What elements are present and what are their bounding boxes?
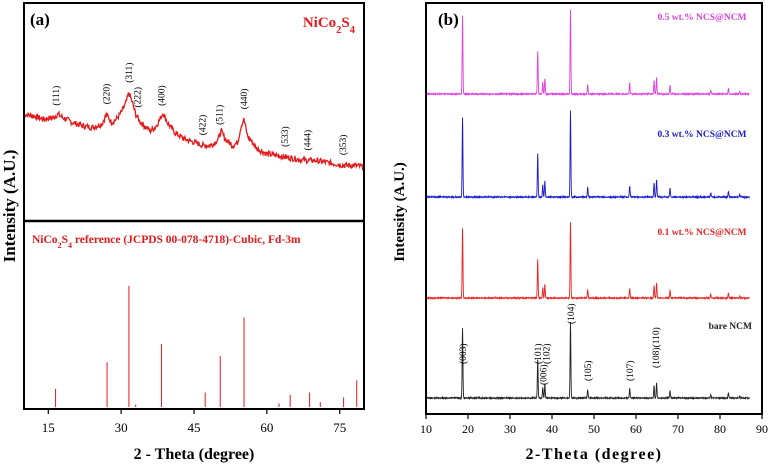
ncs-peak-label: (353) — [338, 135, 349, 156]
panel-a-xticks: 15 30 45 60 75 — [42, 409, 346, 435]
panel-a-tag: (a) — [30, 10, 50, 29]
panel-b-tick-label: 70 — [672, 422, 684, 436]
ncm-peak-label: (105) — [583, 360, 594, 381]
panel-b-tick-label: 50 — [588, 422, 600, 436]
ncs-peak-label: (222) — [133, 87, 144, 108]
ncm-peak-label: (104) — [566, 303, 577, 324]
panel-a-title: NiCo2S4 — [303, 15, 356, 36]
panel-b-tag: (b) — [438, 10, 459, 29]
panel-b-xlabel: 2-Theta (degree) — [526, 446, 663, 463]
panel-b-ylabel: Intensity (A.U.) — [392, 162, 408, 262]
ncs-pattern-line — [23, 91, 365, 171]
panel-b-tick-label: 60 — [630, 422, 642, 436]
ncs-pattern-curve — [23, 91, 365, 171]
panel-b-tick-label: 30 — [504, 422, 516, 436]
ncm-pattern-curves — [425, 9, 750, 401]
panel-a-xlabel: 2 - Theta (degree) — [134, 446, 255, 463]
ncm-pattern-line — [425, 222, 750, 301]
panel-b-tick-label: 10 — [420, 422, 432, 436]
ncs-peak-label: (311) — [124, 63, 135, 83]
ncm-pattern-line — [425, 9, 750, 97]
ncm-series-label: 0.5 wt.% NCS@NCM — [657, 13, 746, 23]
ncm-series-label: 0.1 wt.% NCS@NCM — [657, 228, 746, 238]
panel-b-tick-label: 90 — [756, 422, 768, 436]
panel-a-tick-label: 45 — [188, 420, 201, 435]
ncs-peak-label: (511) — [215, 105, 226, 125]
reference-sticks — [55, 286, 358, 407]
panel-a: (111) (220) (311) (222) (400) (422) (511) (440)… — [0, 2, 365, 463]
panel-a-tick-label: 15 — [42, 420, 55, 435]
ncm-series-label: bare NCM — [709, 322, 752, 332]
ncs-peak-label: (220) — [102, 84, 113, 105]
panel-a-tick-label: 75 — [333, 420, 346, 435]
ncm-peak-label: (101) — [533, 343, 544, 364]
panel-b-tick-label: 40 — [546, 422, 558, 436]
panel-a-tick-label: 60 — [260, 420, 273, 435]
ncm-peak-labels: (003) (101)(006)(102) (104) (105) (107) (108)… — [458, 303, 662, 385]
ncs-peak-label: (440) — [239, 89, 250, 110]
ncm-peak-label: (006) — [538, 364, 549, 385]
ncm-series-label: 0.3 wt.% NCS@NCM — [657, 130, 746, 140]
ncm-pattern-line — [425, 322, 750, 401]
panel-b-tick-label: 20 — [462, 422, 474, 436]
ncs-peak-label: (111) — [51, 86, 62, 106]
ncs-peak-label: (533) — [280, 126, 291, 147]
ncs-peak-labels: (111) (220) (311) (222) (400) (422) (511) (440)… — [51, 63, 349, 156]
ncm-peak-label: (003) — [458, 343, 469, 364]
ncs-peak-label: (422) — [198, 115, 209, 136]
panel-b: (003) (101)(006)(102) (104) (105) (107) (108)… — [392, 2, 768, 463]
ncm-pattern-line — [425, 110, 750, 200]
reference-title: NiCo2S4 reference (JCPDS 00-078-4718)-Cu… — [32, 234, 301, 250]
ncm-peak-label: (108)(110) — [651, 327, 662, 368]
ncm-peak-label: (102) — [542, 343, 553, 364]
ncm-series-labels: bare NCM 0.1 wt.% NCS@NCM 0.3 wt.% NCS@NCM… — [657, 13, 752, 332]
ncs-peak-label: (400) — [156, 85, 167, 106]
ncs-peak-label: (444) — [303, 130, 314, 151]
panel-a-tick-label: 30 — [115, 420, 128, 435]
ncm-peak-label: (107) — [625, 360, 636, 381]
panel-b-tick-label: 80 — [714, 422, 726, 436]
panel-b-xticks: 10 20 30 40 50 60 70 80 90 — [420, 414, 768, 436]
panel-a-ylabel: Intensity (A.U.) — [0, 150, 19, 263]
